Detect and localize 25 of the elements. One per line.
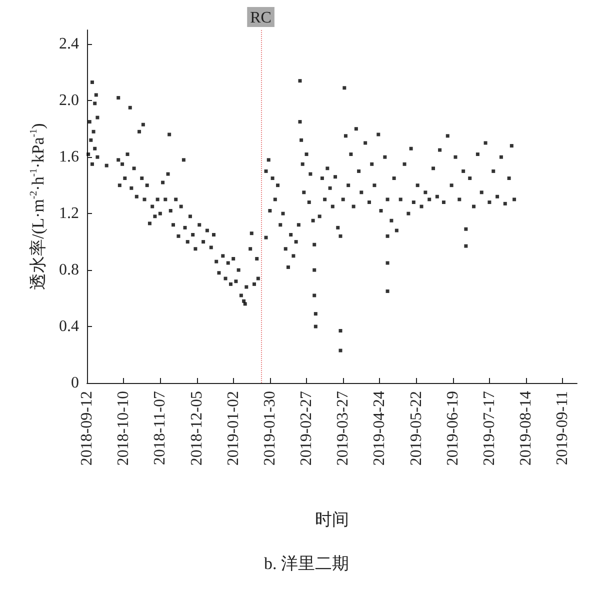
x-tick-label: 2019-09-11 (554, 391, 572, 466)
y-tick-label: 2.4 (59, 36, 79, 53)
x-tick-label: 2019-04-24 (371, 391, 388, 466)
x-tick-label: 2019-08-14 (518, 391, 535, 466)
y-tick-label: 2.0 (59, 92, 79, 110)
x-tick-label: 2019-01-30 (261, 391, 278, 466)
y-tick-label: 0.4 (59, 318, 79, 336)
x-tick-label: 2019-05-22 (408, 391, 425, 466)
y-axis-title: 透水率/(L·m-2·h-1·kPa-1) (28, 123, 48, 290)
y-tick-label: 0 (71, 374, 79, 392)
y-tick-label: 1.6 (59, 148, 79, 166)
x-tick-label: 2018-12-05 (188, 391, 206, 466)
y-tick-label: 1.2 (59, 205, 79, 222)
text: b. 洋里二期 (264, 554, 349, 573)
x-tick-label: 2019-06-19 (444, 391, 462, 466)
ref-line-label: RC (250, 10, 272, 26)
x-tick-label: 2018-11-07 (152, 391, 169, 466)
x-tick-label: 2019-07-17 (480, 391, 498, 466)
x-tick-label: 2018-10-10 (115, 391, 132, 466)
x-tick-label: 2019-02-27 (298, 391, 316, 466)
x-tick-label: 2018-09-12 (78, 391, 96, 466)
x-tick-label: 2019-01-02 (224, 391, 242, 466)
x-axis-title: 时间 (315, 510, 349, 529)
x-tick-label: 2019-03-27 (334, 391, 352, 466)
y-tick-label: 0.8 (59, 262, 79, 279)
